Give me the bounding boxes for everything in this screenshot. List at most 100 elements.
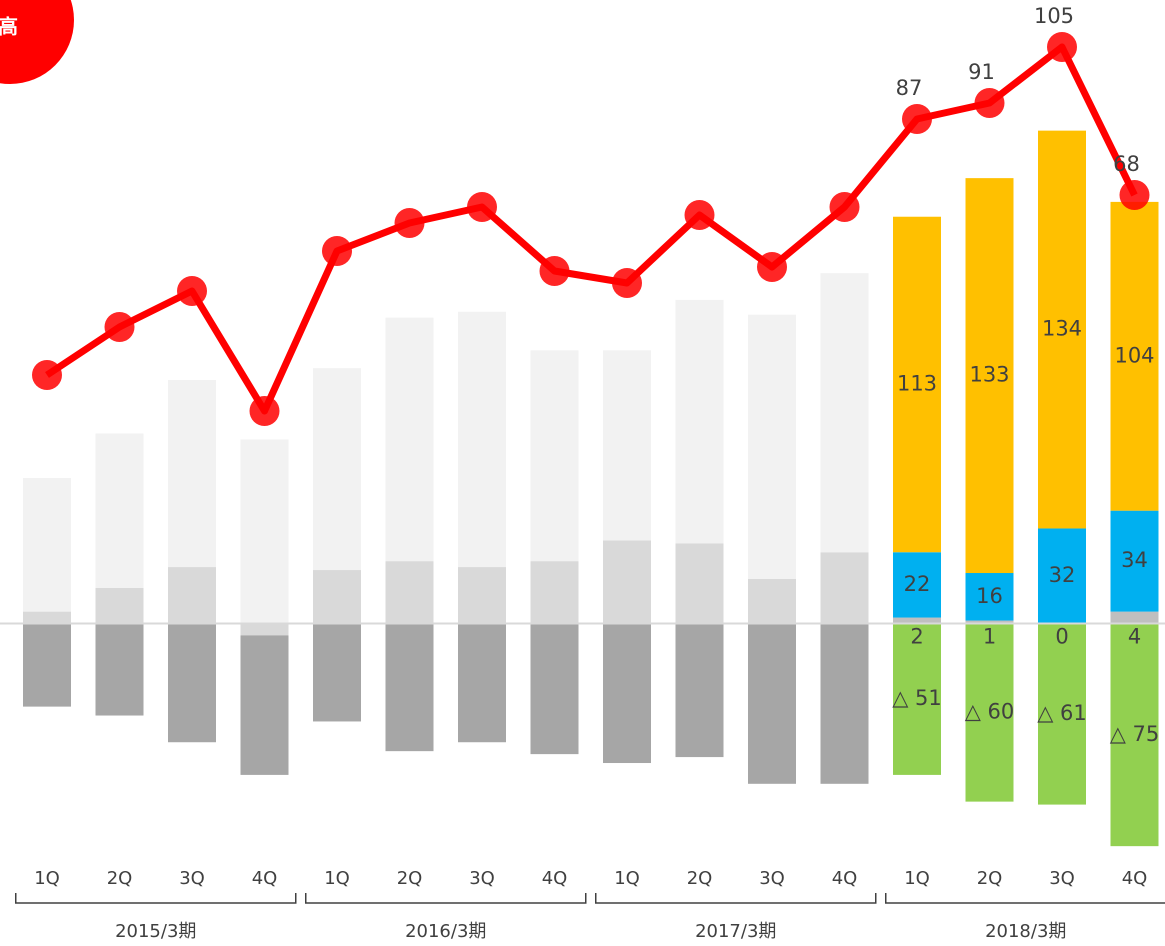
bar-segment: [965, 573, 1014, 621]
bar-segment: [313, 368, 361, 571]
line-value-label: 105: [1034, 4, 1074, 28]
bar-segment: [1038, 623, 1086, 805]
x-tick-label: 1Q: [904, 868, 930, 889]
value-label: 113: [897, 371, 937, 395]
x-tick-label: 1Q: [614, 868, 640, 889]
bar-segment: [1110, 510, 1159, 612]
line-point: [829, 192, 860, 222]
bar-segment: [1038, 130, 1086, 529]
bar-segment: [965, 178, 1014, 574]
value-label: 1: [983, 624, 996, 648]
value-label: △ 61: [1037, 701, 1087, 725]
bar-segment: [1110, 201, 1159, 511]
bar-segment: [530, 561, 579, 624]
line-point: [1119, 180, 1150, 210]
line-value-label: 68: [1113, 152, 1140, 176]
bar-segment: [458, 311, 506, 568]
value-label: 4: [1128, 624, 1141, 648]
group-label: 2017/3期: [695, 921, 776, 942]
value-label: 34: [1121, 548, 1148, 572]
value-label: 0: [1055, 624, 1068, 648]
value-label: 104: [1114, 343, 1154, 367]
bar-segment: [458, 623, 506, 743]
line-point: [612, 268, 642, 298]
x-tick-label: 3Q: [759, 868, 785, 889]
bar-segment: [240, 623, 289, 636]
x-tick-label: 2Q: [397, 868, 423, 889]
bar-segment: [893, 623, 941, 775]
group-label: 2016/3期: [405, 921, 486, 942]
x-tick-label: 4Q: [252, 868, 278, 889]
bar-segment: [820, 623, 869, 784]
badge: [0, 0, 74, 84]
bar-segment: [893, 552, 941, 618]
bar-segment: [530, 350, 579, 562]
x-tick-label: 2Q: [107, 868, 133, 889]
line-point: [757, 252, 787, 282]
bar-segment: [820, 552, 869, 624]
bar-segment: [240, 635, 289, 775]
line-point: [684, 200, 715, 230]
bar-segment: [748, 314, 796, 579]
bar-segment: [893, 617, 941, 624]
bar-segment: [1110, 623, 1159, 847]
bar-segment: [820, 273, 869, 553]
x-tick-label: 4Q: [542, 868, 568, 889]
x-tick-label: 3Q: [469, 868, 495, 889]
group-bracket: [595, 893, 877, 904]
bar-segment: [675, 543, 724, 624]
bar-segment: [385, 561, 434, 624]
value-label: 32: [1049, 563, 1076, 587]
line-point: [1047, 32, 1077, 62]
bar-segment: [95, 623, 144, 716]
x-tick-label: 2Q: [687, 868, 713, 889]
group-label: 2015/3期: [115, 921, 196, 942]
bar-segment: [675, 623, 724, 758]
value-label: 2: [910, 624, 923, 648]
bar-segment: [23, 623, 71, 707]
value-label: △ 75: [1110, 722, 1160, 746]
bar-segment: [95, 587, 144, 624]
line-point: [32, 360, 62, 390]
group-bracket: [305, 893, 587, 904]
line-point: [104, 312, 135, 342]
x-tick-label: 4Q: [1122, 868, 1148, 889]
bar-segment: [603, 540, 651, 624]
line-point: [539, 256, 570, 286]
bar-segment: [385, 317, 434, 562]
x-tick-label: 4Q: [832, 868, 858, 889]
bar-segment: [748, 623, 796, 784]
x-tick-label: 2Q: [977, 868, 1003, 889]
bar-segment: [1110, 611, 1159, 624]
bar-segment: [1038, 528, 1086, 624]
bar-segment: [965, 620, 1014, 624]
value-label: 22: [904, 572, 931, 596]
x-tick-label: 3Q: [1049, 868, 1075, 889]
x-tick-label: 3Q: [179, 868, 205, 889]
value-label: 134: [1042, 317, 1082, 341]
group-label: 2018/3期: [985, 921, 1066, 942]
bar-segment: [168, 567, 216, 624]
group-bracket: [885, 893, 1165, 904]
bar-segment: [893, 216, 941, 553]
bar-segment: [965, 623, 1014, 802]
bar-segment: [23, 478, 71, 612]
bar-segment: [240, 439, 289, 624]
bar-segment: [530, 623, 579, 755]
badge-text: 高: [0, 15, 18, 39]
line-point: [394, 208, 425, 238]
line-point: [177, 276, 207, 306]
bar-segment: [95, 433, 144, 588]
bar-segment: [23, 611, 71, 624]
line-point: [322, 236, 352, 266]
bar-segment: [458, 567, 506, 624]
bar-segment: [748, 578, 796, 624]
bar-segment: [313, 623, 361, 722]
line-point: [902, 104, 932, 134]
bar-segment: [313, 570, 361, 624]
value-label: △ 60: [965, 700, 1015, 724]
x-tick-label: 1Q: [34, 868, 60, 889]
bar-segment: [675, 299, 724, 544]
x-tick-label: 1Q: [324, 868, 350, 889]
